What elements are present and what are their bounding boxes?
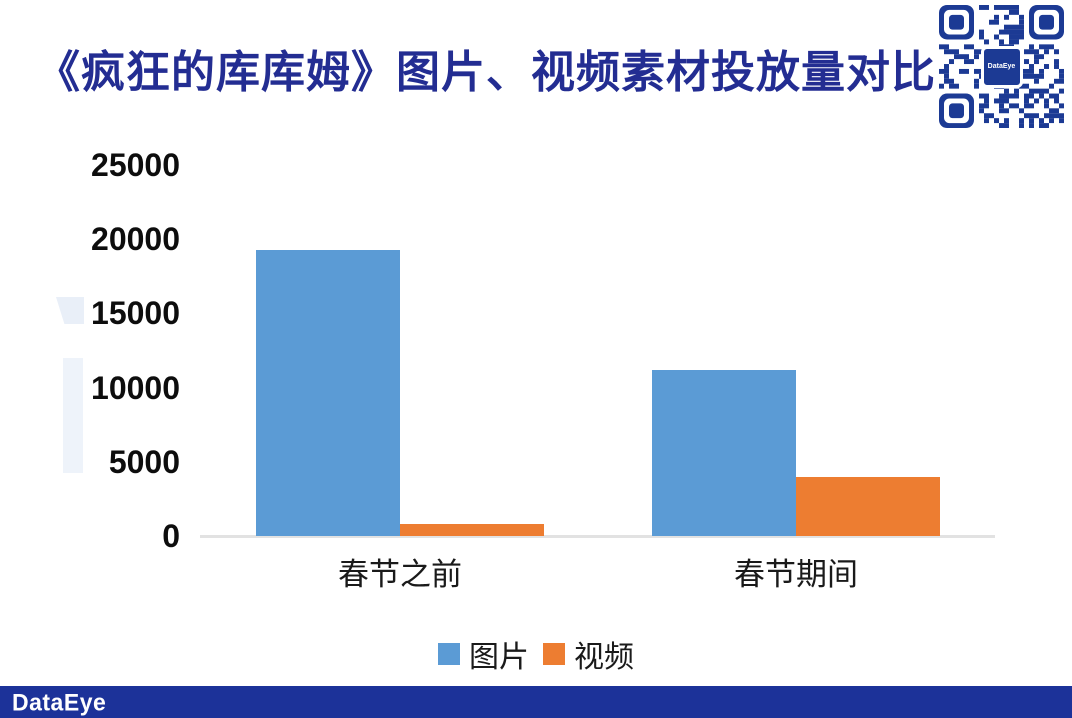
watermark-shape	[63, 358, 83, 473]
dataeye-qr-logo: DataEye	[980, 45, 1023, 88]
y-tick-label: 25000	[91, 147, 180, 183]
x-axis-line	[200, 535, 995, 538]
y-tick-label: 10000	[91, 369, 180, 406]
legend-label: 图片	[469, 641, 529, 674]
bar-图片-春节期间	[652, 369, 796, 536]
legend-swatch	[543, 643, 565, 665]
bar-视频-春节之前	[400, 524, 544, 536]
y-tick-label: 5000	[108, 443, 180, 480]
legend-item: 视频	[543, 632, 634, 676]
qr-code: DataEye	[939, 5, 1064, 128]
legend-label: 视频	[574, 641, 634, 674]
x-tick-label: 春节期间	[734, 557, 858, 592]
bar-chart: 0 5000 10000 15000 20000 25000 春节之前 春节期间 图片 视频	[0, 147, 1072, 676]
legend-item: 图片	[438, 632, 529, 676]
legend-swatch	[438, 643, 460, 665]
footer-bar: DataEye	[0, 686, 1072, 718]
x-tick-label: 春节之前	[338, 557, 462, 592]
page-title: 《疯狂的库库姆》图片、视频素材投放量对比	[36, 48, 936, 97]
dataeye-logo: DataEye	[12, 687, 107, 716]
y-tick-label: 0	[162, 518, 180, 554]
y-tick-label: 15000	[91, 295, 180, 332]
chart-legend: 图片 视频	[0, 632, 1072, 676]
y-tick-label: 20000	[91, 221, 180, 258]
bar-视频-春节期间	[796, 476, 940, 536]
bar-图片-春节之前	[256, 249, 400, 536]
qr-pattern	[939, 5, 1064, 128]
